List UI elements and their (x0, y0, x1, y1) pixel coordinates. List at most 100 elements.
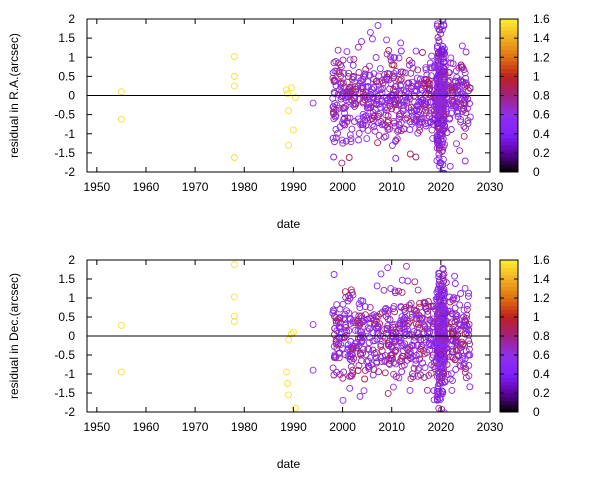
data-point (365, 339, 373, 347)
data-point (403, 262, 410, 270)
colorbar-segment (500, 72, 518, 77)
data-point (403, 97, 411, 105)
data-point (366, 303, 374, 311)
data-point (462, 124, 469, 132)
data-point (461, 157, 469, 165)
colorbar-segment (500, 103, 518, 108)
data-point (344, 341, 352, 349)
data-point (230, 293, 238, 301)
colorbar-tick-label: 1.4 (533, 272, 550, 286)
data-point (439, 260, 443, 261)
colorbar-segment (500, 271, 518, 276)
data-point (344, 114, 352, 122)
data-point (391, 122, 399, 130)
data-point (230, 318, 238, 326)
colorbar-segment (500, 332, 518, 337)
data-point (438, 129, 446, 136)
data-point (450, 294, 458, 302)
data-point (379, 120, 387, 128)
data-point (351, 102, 359, 110)
data-point (291, 404, 299, 412)
data-point (435, 404, 443, 412)
data-point (329, 134, 337, 142)
data-point (394, 75, 402, 83)
data-point (434, 342, 442, 350)
data-point (359, 98, 367, 105)
data-point (345, 69, 353, 77)
colorbar-segment (500, 45, 518, 50)
data-point (350, 55, 358, 63)
data-point (411, 118, 419, 126)
data-point (360, 334, 367, 342)
x-tick-label: 1990 (280, 420, 307, 434)
data-point (456, 301, 464, 309)
x-tick-label: 1970 (182, 180, 209, 194)
colorbar-segment (500, 91, 518, 96)
data-point (355, 136, 362, 144)
y-tick-label: 2 (68, 12, 75, 26)
colorbar-segment (500, 294, 518, 299)
y-axis-label: residual in R.A.(arcsec) (7, 33, 21, 158)
data-point (412, 311, 420, 319)
data-point (344, 346, 352, 353)
data-point (415, 98, 423, 106)
data-point (371, 350, 378, 357)
data-point (395, 112, 403, 120)
data-point (418, 115, 426, 122)
data-point (373, 77, 381, 85)
data-point (457, 290, 465, 297)
colorbar-segment (500, 168, 518, 173)
data-point (332, 314, 340, 322)
data-point (372, 54, 380, 61)
data-point (348, 125, 356, 133)
data-point (396, 319, 404, 327)
data-point (448, 386, 456, 394)
data-point (416, 350, 423, 358)
data-point (435, 82, 443, 90)
data-point (457, 61, 465, 69)
data-point (452, 365, 460, 373)
data-point (421, 80, 429, 87)
data-point (456, 87, 464, 95)
data-point (289, 328, 297, 336)
data-point (346, 355, 354, 363)
data-point (418, 86, 426, 94)
data-point (397, 39, 405, 47)
data-point (285, 336, 292, 344)
data-point (438, 48, 446, 56)
x-tick-label: 1960 (133, 420, 160, 434)
data-point (440, 310, 448, 318)
data-point (332, 317, 340, 325)
data-point (457, 348, 464, 356)
data-point (417, 98, 425, 106)
data-point (426, 85, 434, 93)
x-tick-label: 1960 (133, 180, 160, 194)
data-point (390, 70, 398, 78)
data-point (330, 115, 338, 123)
data-point (289, 126, 297, 134)
data-point (374, 92, 382, 100)
data-point (361, 375, 369, 383)
data-point (285, 107, 292, 115)
data-point (447, 109, 455, 117)
data-point (410, 306, 418, 314)
data-point (440, 319, 448, 327)
data-point (401, 307, 409, 315)
data-point (363, 358, 371, 366)
data-point (330, 59, 338, 67)
scatter-points (117, 260, 474, 412)
data-point (384, 70, 392, 77)
y-tick-label: 0 (68, 329, 75, 343)
data-point (388, 343, 396, 351)
data-point (435, 269, 443, 277)
data-point (465, 351, 473, 358)
y-tick-label: -1 (64, 367, 75, 381)
colorbar-segment (500, 34, 518, 39)
data-point (439, 278, 447, 286)
data-point (410, 364, 418, 372)
data-point (398, 342, 406, 350)
colorbar-tick-label: 0 (533, 405, 540, 419)
data-point (396, 324, 404, 332)
colorbar-segment (500, 328, 518, 333)
